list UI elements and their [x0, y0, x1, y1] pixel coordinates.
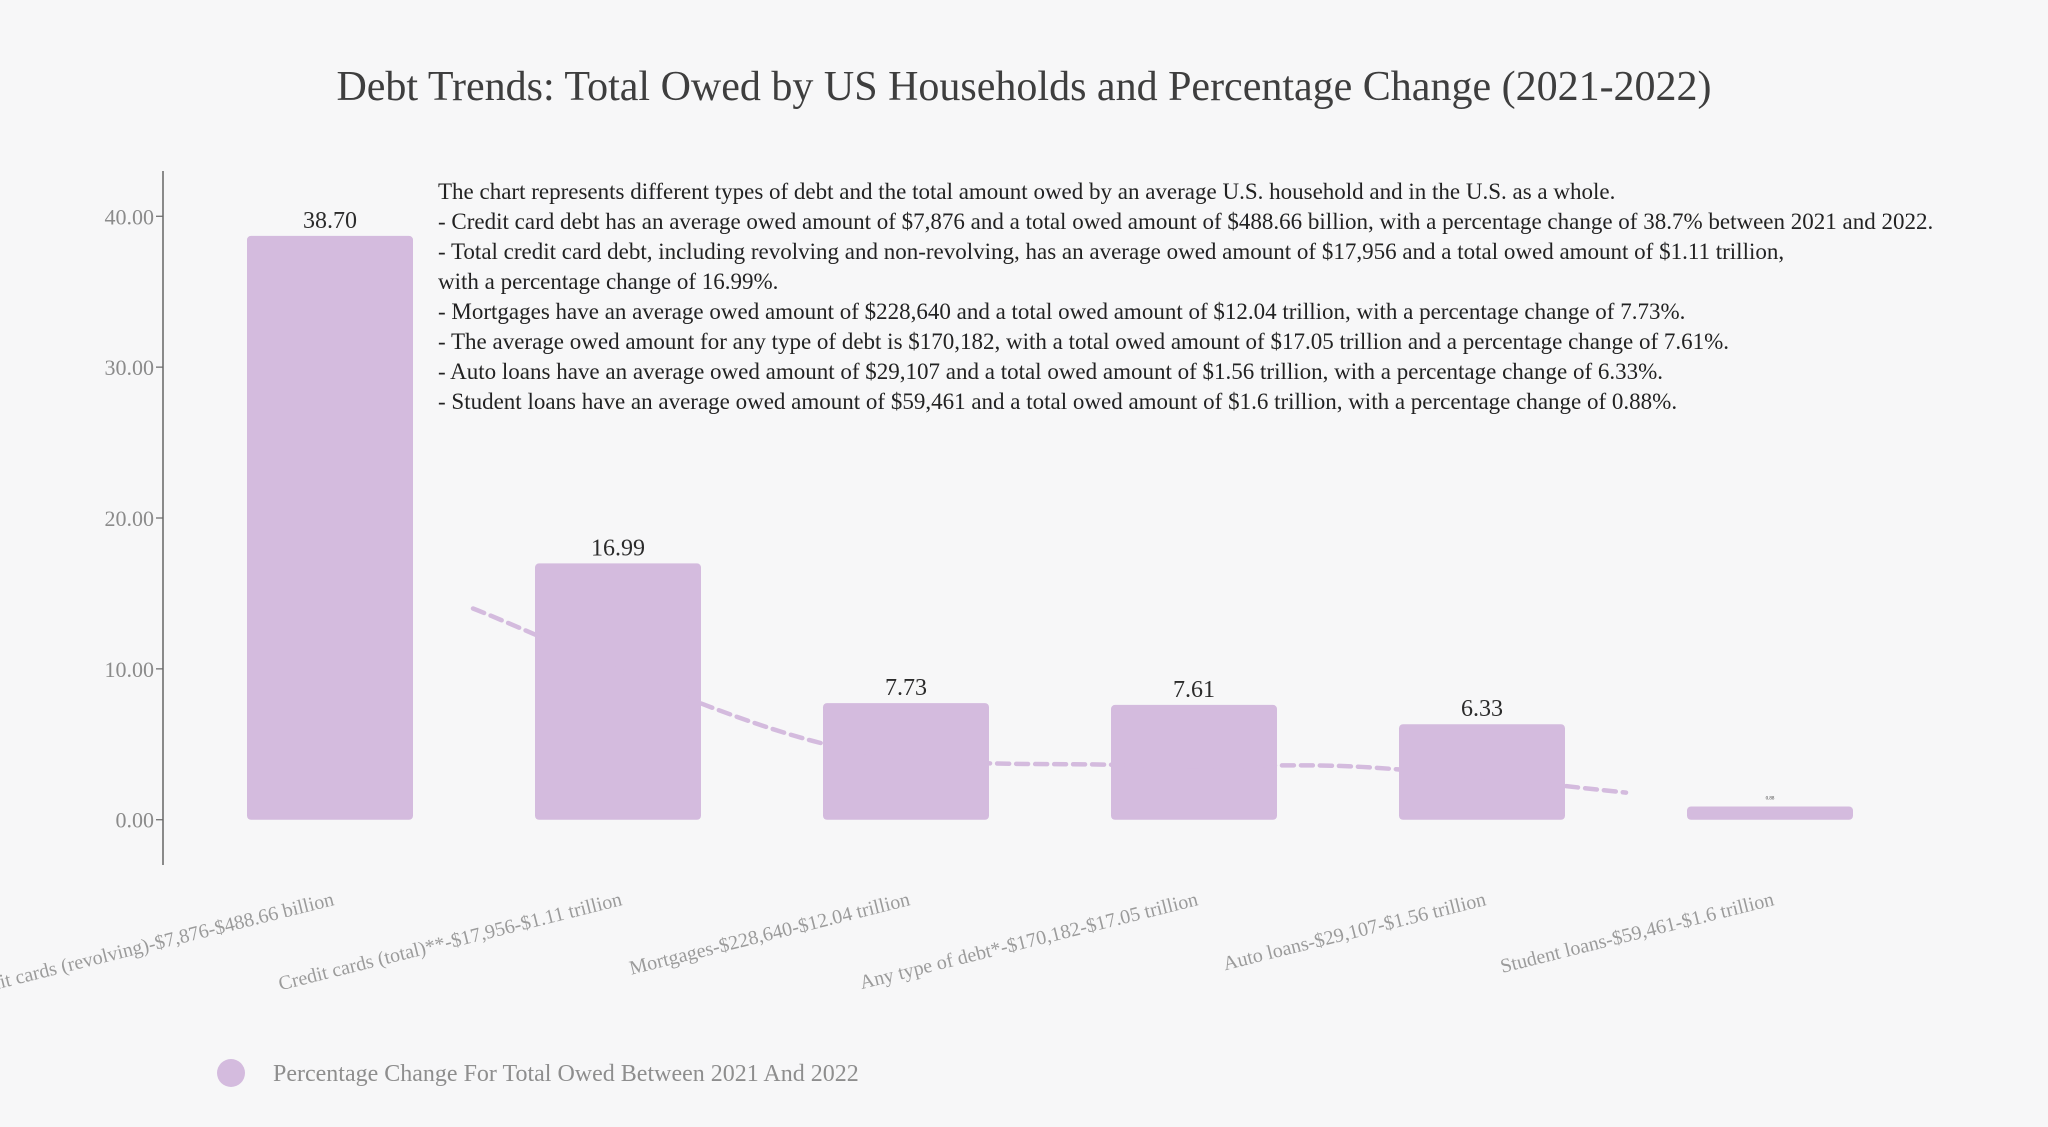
- trendline-group: [470, 606, 1629, 795]
- bar-5[interactable]: [1399, 724, 1565, 820]
- annotation-line: - Credit card debt has an average owed a…: [438, 209, 1933, 234]
- chart-title: Debt Trends: Total Owed by US Households…: [336, 64, 1711, 110]
- annotation-text-block: The chart represents different types of …: [438, 179, 1933, 414]
- y-tick-label: 10.00: [105, 657, 155, 682]
- annotation-line: - The average owed amount for any type o…: [438, 329, 1729, 354]
- data-label-3: 7.73: [885, 675, 927, 701]
- y-tick-label: 40.00: [105, 204, 155, 229]
- bar-6[interactable]: [1687, 806, 1853, 820]
- x-tick-label: Student loans-$59,461-$1.6 trillion: [1498, 889, 1776, 978]
- data-labels: 38.70 16.99 7.73 7.61 6.33 0.88: [303, 208, 1775, 802]
- bars: [247, 235, 1853, 820]
- y-tick-label: 20.00: [105, 506, 155, 531]
- annotation-line: - Total credit card debt, including revo…: [438, 239, 1784, 264]
- annotation-line: - Auto loans have an average owed amount…: [438, 359, 1663, 384]
- y-tick-label: 30.00: [105, 355, 155, 380]
- x-tick-label: Auto loans-$29,107-$1.56 trillion: [1221, 889, 1488, 976]
- bar-2[interactable]: [535, 563, 701, 820]
- trendline: [470, 606, 1629, 795]
- data-label-1: 38.70: [303, 208, 357, 234]
- data-label-6: 0.88: [1766, 796, 1775, 801]
- bar-4[interactable]: [1111, 704, 1277, 820]
- data-label-4: 7.61: [1173, 677, 1215, 703]
- x-tick-labels: Credit cards (revolving)-$7,876-$488.66 …: [0, 889, 1776, 1003]
- annotation-line: The chart represents different types of …: [438, 179, 1615, 204]
- legend-label[interactable]: Percentage Change For Total Owed Between…: [273, 1061, 859, 1087]
- bar-1[interactable]: [247, 235, 413, 820]
- data-label-2: 16.99: [591, 535, 645, 561]
- legend-marker[interactable]: [217, 1059, 245, 1087]
- axes: 0.00 10.00 20.00 30.00 40.00: [105, 171, 164, 865]
- annotation-line: - Student loans have an average owed amo…: [438, 389, 1677, 414]
- data-label-5: 6.33: [1461, 696, 1503, 722]
- annotation-line: - Mortgages have an average owed amount …: [438, 299, 1685, 324]
- bar-3[interactable]: [823, 703, 989, 820]
- legend[interactable]: Percentage Change For Total Owed Between…: [217, 1059, 859, 1087]
- y-tick-label: 0.00: [116, 808, 155, 833]
- x-tick-label: Mortgages-$228,640-$12.04 trillion: [627, 889, 912, 980]
- annotation-line: with a percentage change of 16.99%.: [438, 269, 778, 294]
